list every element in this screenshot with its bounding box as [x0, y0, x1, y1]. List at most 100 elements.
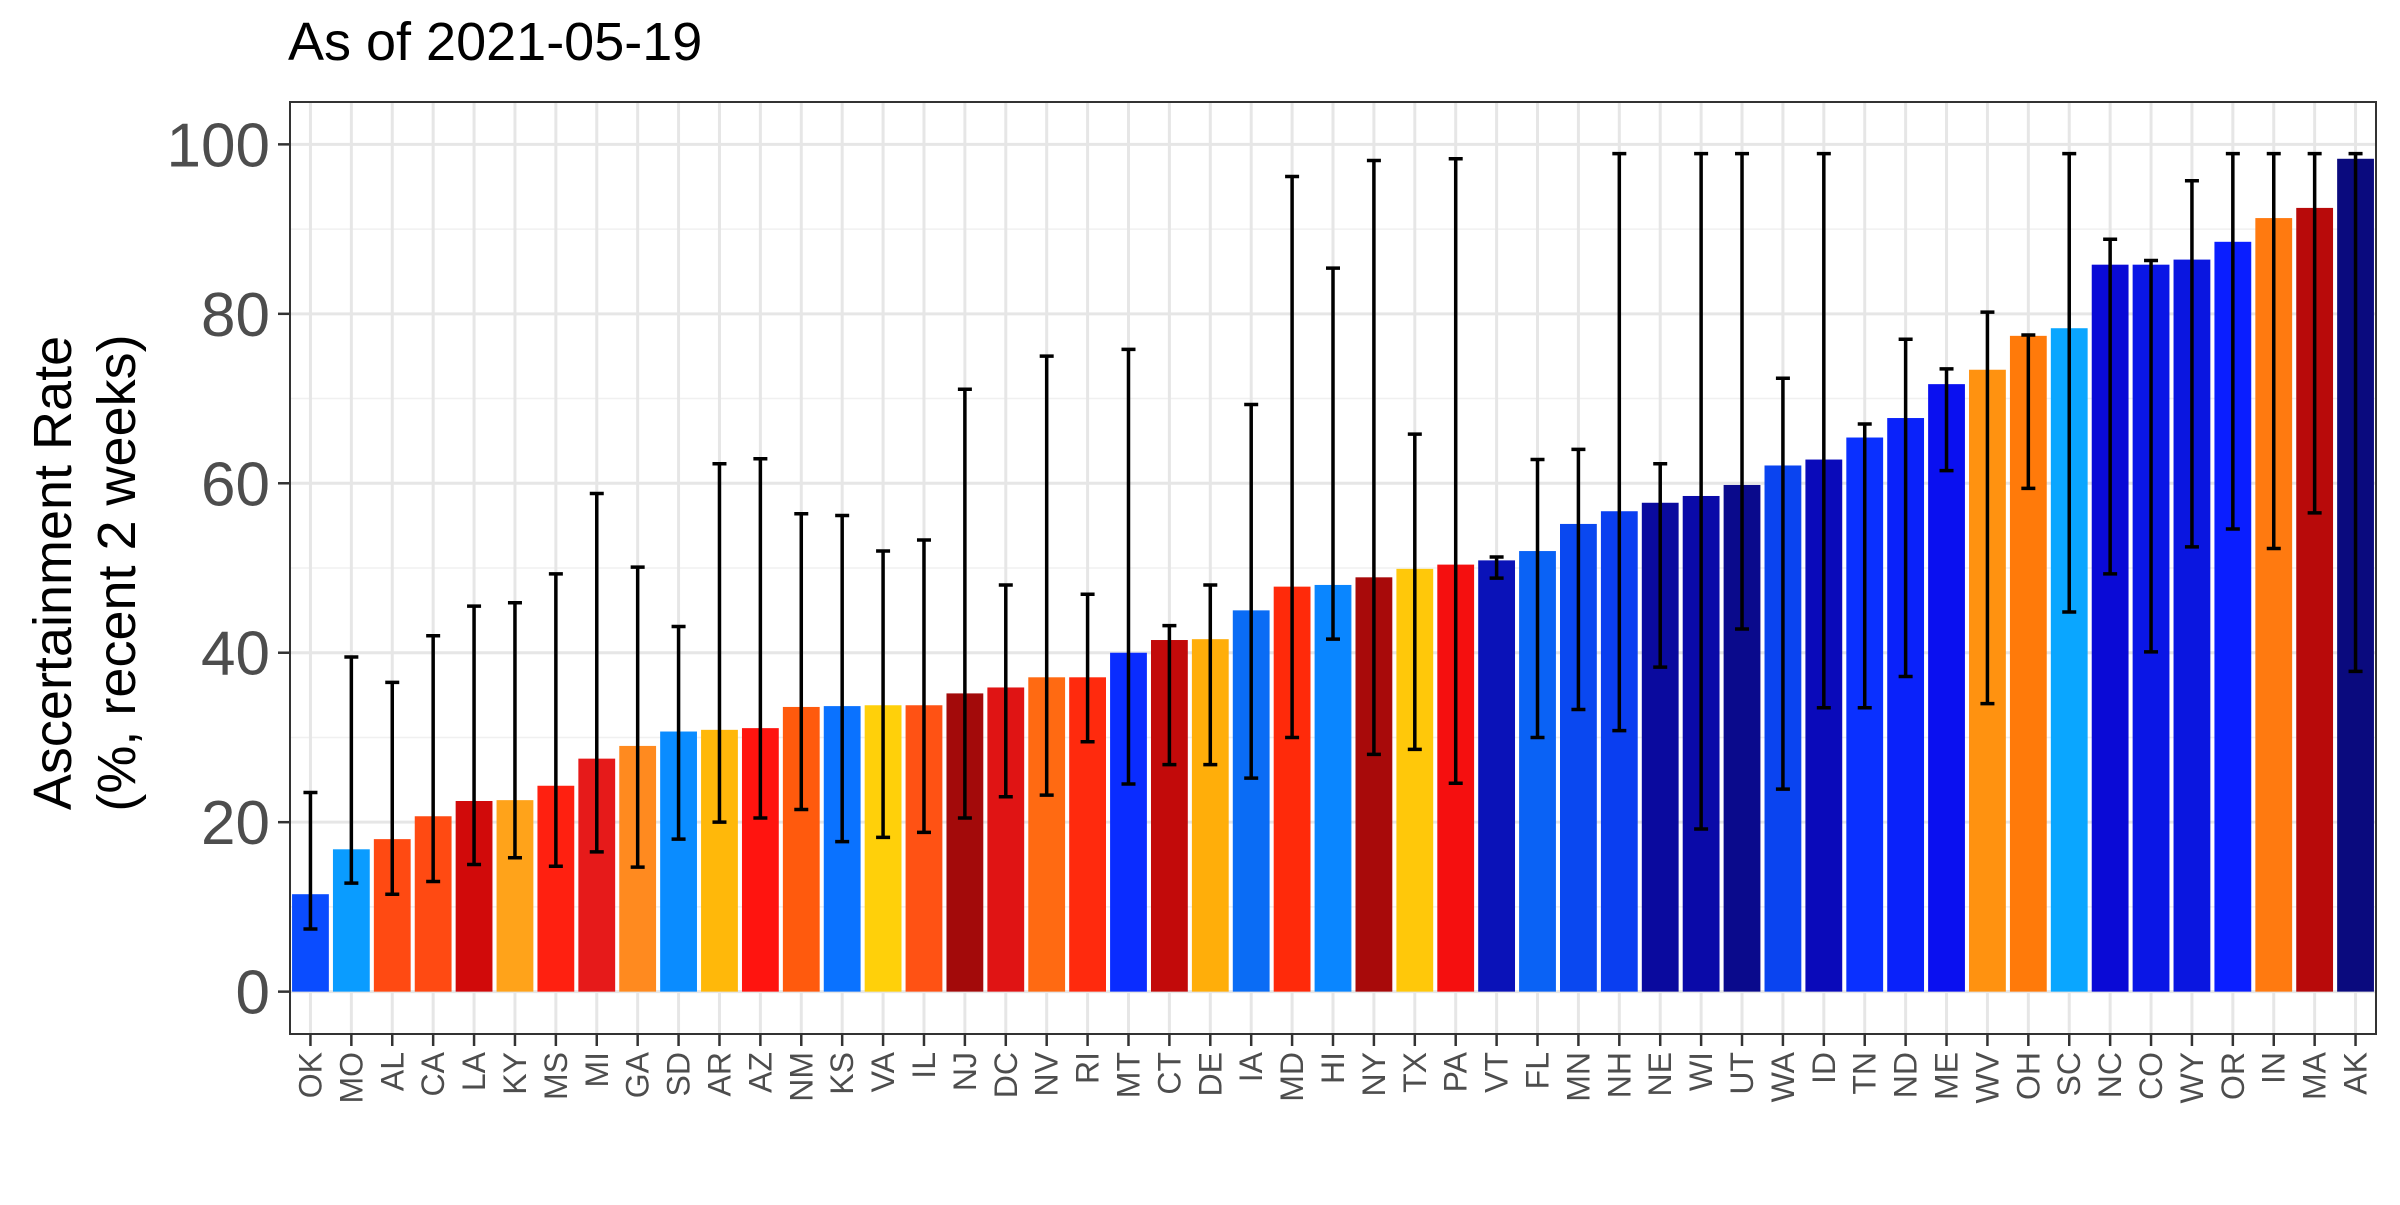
chart-title: As of 2021-05-19	[288, 12, 702, 72]
bar-hi	[1314, 584, 1352, 992]
y-axis: 0 20 40 60 80 100	[167, 111, 290, 1028]
error-bar-ct	[1162, 623, 1177, 767]
error-bar-ia	[1244, 402, 1259, 780]
x-tick-label: HI	[1315, 1052, 1351, 1084]
x-tick-label: AZ	[742, 1052, 778, 1093]
error-bar-ut	[1735, 151, 1750, 631]
x-tick-label: AR	[701, 1052, 737, 1096]
error-bar-ok	[303, 790, 318, 931]
x-tick-label: LA	[456, 1051, 492, 1091]
x-tick-label: AL	[374, 1052, 410, 1091]
x-tick-label: KS	[824, 1052, 860, 1095]
error-bar-or	[2225, 151, 2240, 531]
x-tick-label: MT	[1110, 1052, 1146, 1098]
error-bar-co	[2144, 258, 2159, 654]
x-tick-label: ND	[1888, 1052, 1924, 1098]
error-bar-in	[2266, 151, 2281, 551]
error-bar-ky	[507, 600, 522, 860]
error-bar-dc	[998, 583, 1013, 799]
x-tick-label: TX	[1397, 1052, 1433, 1093]
error-bar-wi	[1694, 151, 1709, 831]
x-tick-label: MA	[2297, 1051, 2333, 1100]
error-bar-ma	[2307, 151, 2322, 515]
x-tick-label: VT	[1479, 1052, 1515, 1093]
bar-vt	[1478, 560, 1516, 992]
x-tick-label: GA	[620, 1051, 656, 1098]
x-axis: OK MO AL CA LA KY MS MI GA SD AR AZ NM KS VA IL NJ DC NV RI…	[292, 1034, 2374, 1104]
error-bar-mi	[589, 491, 604, 854]
y-tick-label: 100	[167, 111, 270, 180]
x-tick-label: IN	[2256, 1052, 2292, 1084]
x-tick-label: OH	[2010, 1052, 2046, 1100]
x-tick-label: NY	[1356, 1052, 1392, 1096]
y-axis-title: Ascertainment Rate (%, recent 2 weeks)	[23, 334, 147, 811]
x-tick-label: NM	[783, 1052, 819, 1102]
error-bar-de	[1203, 583, 1218, 767]
y-tick-label: 0	[236, 959, 270, 1028]
x-tick-label: OK	[292, 1052, 328, 1098]
y-axis-title-line1: Ascertainment Rate	[23, 336, 83, 810]
y-tick-label: 80	[201, 281, 270, 350]
x-tick-label: WA	[1765, 1051, 1801, 1102]
error-bar-nv	[1039, 354, 1054, 797]
error-bar-fl	[1530, 457, 1545, 740]
error-bar-mt	[1121, 347, 1136, 786]
y-tick-label: 20	[201, 789, 270, 858]
x-tick-label: NJ	[947, 1052, 983, 1091]
x-tick-label: WI	[1683, 1052, 1719, 1091]
y-tick-label: 40	[201, 620, 270, 689]
error-bar-sc	[2062, 151, 2077, 614]
x-tick-label: FL	[1520, 1052, 1556, 1089]
error-bar-la	[467, 604, 482, 867]
error-bar-va	[876, 549, 891, 840]
error-bar-me	[1939, 367, 1954, 473]
x-tick-label: RI	[1070, 1052, 1106, 1084]
error-bar-nm	[794, 512, 809, 812]
x-tick-label: CA	[415, 1051, 451, 1096]
x-tick-label: MO	[333, 1052, 369, 1104]
error-bar-ga	[630, 565, 645, 869]
x-tick-label: UT	[1724, 1052, 1760, 1095]
error-bar-al	[385, 680, 400, 896]
error-bar-ca	[426, 634, 441, 884]
error-bar-wy	[2184, 179, 2199, 549]
x-tick-label: NE	[1642, 1052, 1678, 1096]
x-tick-label: MD	[1274, 1052, 1310, 1102]
error-bar-tx	[1407, 432, 1422, 752]
error-bar-md	[1285, 174, 1300, 740]
x-tick-label: IL	[906, 1052, 942, 1079]
bar-me	[1928, 384, 1965, 992]
x-tick-label: VA	[865, 1051, 901, 1092]
x-tick-label: ID	[1806, 1052, 1842, 1084]
x-tick-label: MS	[538, 1052, 574, 1100]
x-tick-label: ME	[1929, 1052, 1965, 1100]
x-tick-label: DE	[1192, 1052, 1228, 1096]
error-bar-az	[753, 456, 768, 820]
error-bar-hi	[1326, 266, 1340, 641]
error-bar-pa	[1448, 157, 1463, 785]
error-bar-il	[916, 538, 931, 835]
error-bar-wa	[1775, 376, 1790, 791]
x-tick-label: KY	[497, 1052, 533, 1095]
error-bar-tn	[1857, 422, 1872, 710]
x-tick-label: SD	[661, 1052, 697, 1096]
error-bar-ks	[835, 513, 850, 844]
x-tick-label: MN	[1560, 1052, 1596, 1102]
error-bar-nd	[1898, 337, 1913, 679]
error-bar-wv	[1980, 310, 1995, 706]
error-bar-nc	[2103, 237, 2118, 576]
error-bar-nj	[957, 387, 972, 820]
x-tick-label: IA	[1233, 1051, 1269, 1082]
y-tick-label: 60	[201, 450, 270, 519]
x-tick-label: SC	[2051, 1052, 2087, 1096]
x-tick-label: TN	[1847, 1052, 1883, 1095]
error-bar-ne	[1653, 462, 1668, 669]
x-tick-label: NC	[2092, 1052, 2128, 1098]
error-bar-oh	[2021, 333, 2036, 491]
x-tick-label: PA	[1438, 1051, 1474, 1092]
x-tick-label: AK	[2338, 1052, 2374, 1095]
error-bar-mo	[344, 655, 359, 885]
error-bar-sd	[671, 624, 686, 841]
error-bars	[303, 151, 2363, 931]
